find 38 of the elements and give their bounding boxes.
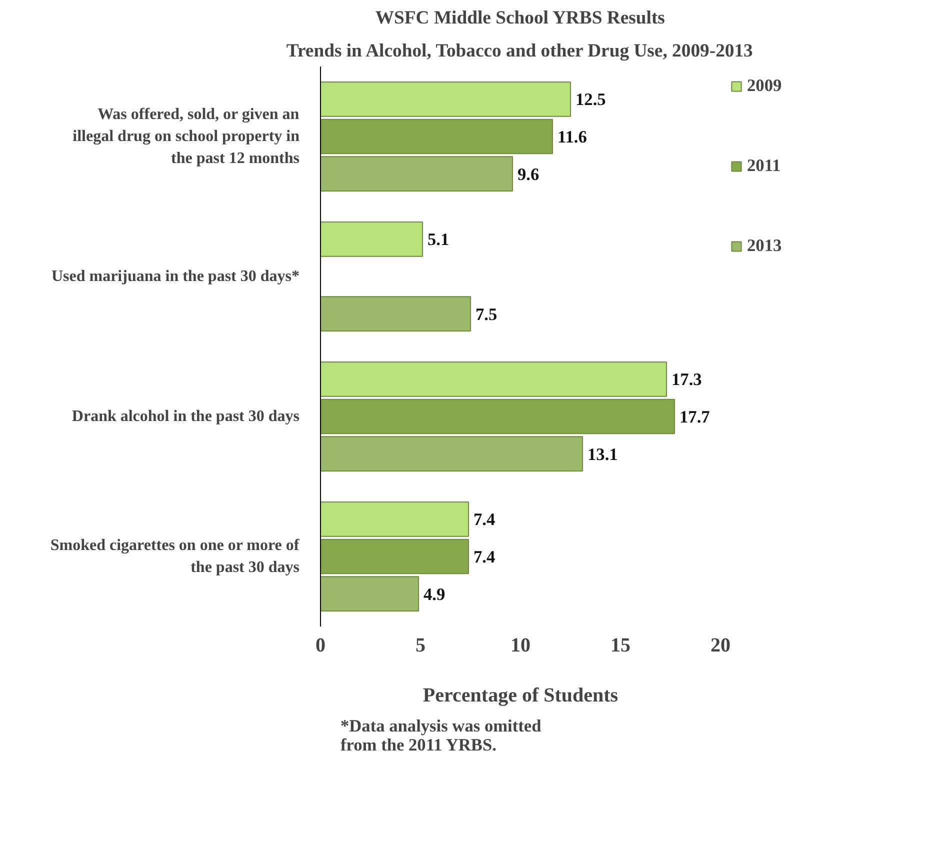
y-tick-label: Drank alcohol in the past 30 days [72,408,300,425]
y-tick-label: Smoked cigarettes on one or more of the past 30 days [50,536,300,576]
x-tick-label: 15 [610,634,630,656]
y-tick-label: Used marijuana in the past 30 days* [51,268,300,285]
legend-label: 2009 [747,76,782,96]
bar [320,156,513,192]
y-tick-label: Was offered, sold, or given an illegal drug on school property in the past 12 months [72,106,300,168]
bar [320,118,553,154]
bar [320,538,469,574]
data-label: 12.5 [576,90,606,110]
bar [320,398,675,434]
text: *Data analysis was omitted from the 2011 YRBS. [340,716,542,754]
data-label: 9.6 [518,164,540,184]
bar [320,296,471,332]
x-axis-title: Percentage of Students [422,684,618,706]
bar [320,81,571,117]
x-tick-label: 10 [510,634,530,656]
data-label: 7.4 [474,510,496,530]
data-label: 17.7 [680,408,710,426]
data-label: 4.9 [424,584,446,604]
data-label: 17.3 [672,370,702,390]
x-tick-label: 5 [416,634,426,656]
data-label: 13.1 [588,444,618,464]
bar [320,501,469,537]
chart-subtitle: Trends in Alcohol, Tobacco and other Drug Use, 2009-2013 [286,40,753,62]
bar [320,221,423,257]
x-tick-label: 0 [316,634,326,656]
bar [320,576,419,612]
legend-label: 2013 [747,236,782,256]
legend-label: 2011 [747,156,781,176]
bar [320,436,583,472]
data-label: 7.4 [474,548,496,566]
data-label: 7.5 [476,304,498,324]
x-tick-label: 20 [710,634,730,656]
bar [320,361,667,397]
data-label: 11.6 [558,128,588,146]
data-label: 5.1 [428,230,450,250]
chart-title: WSFC Middle School YRBS Results [375,8,665,28]
